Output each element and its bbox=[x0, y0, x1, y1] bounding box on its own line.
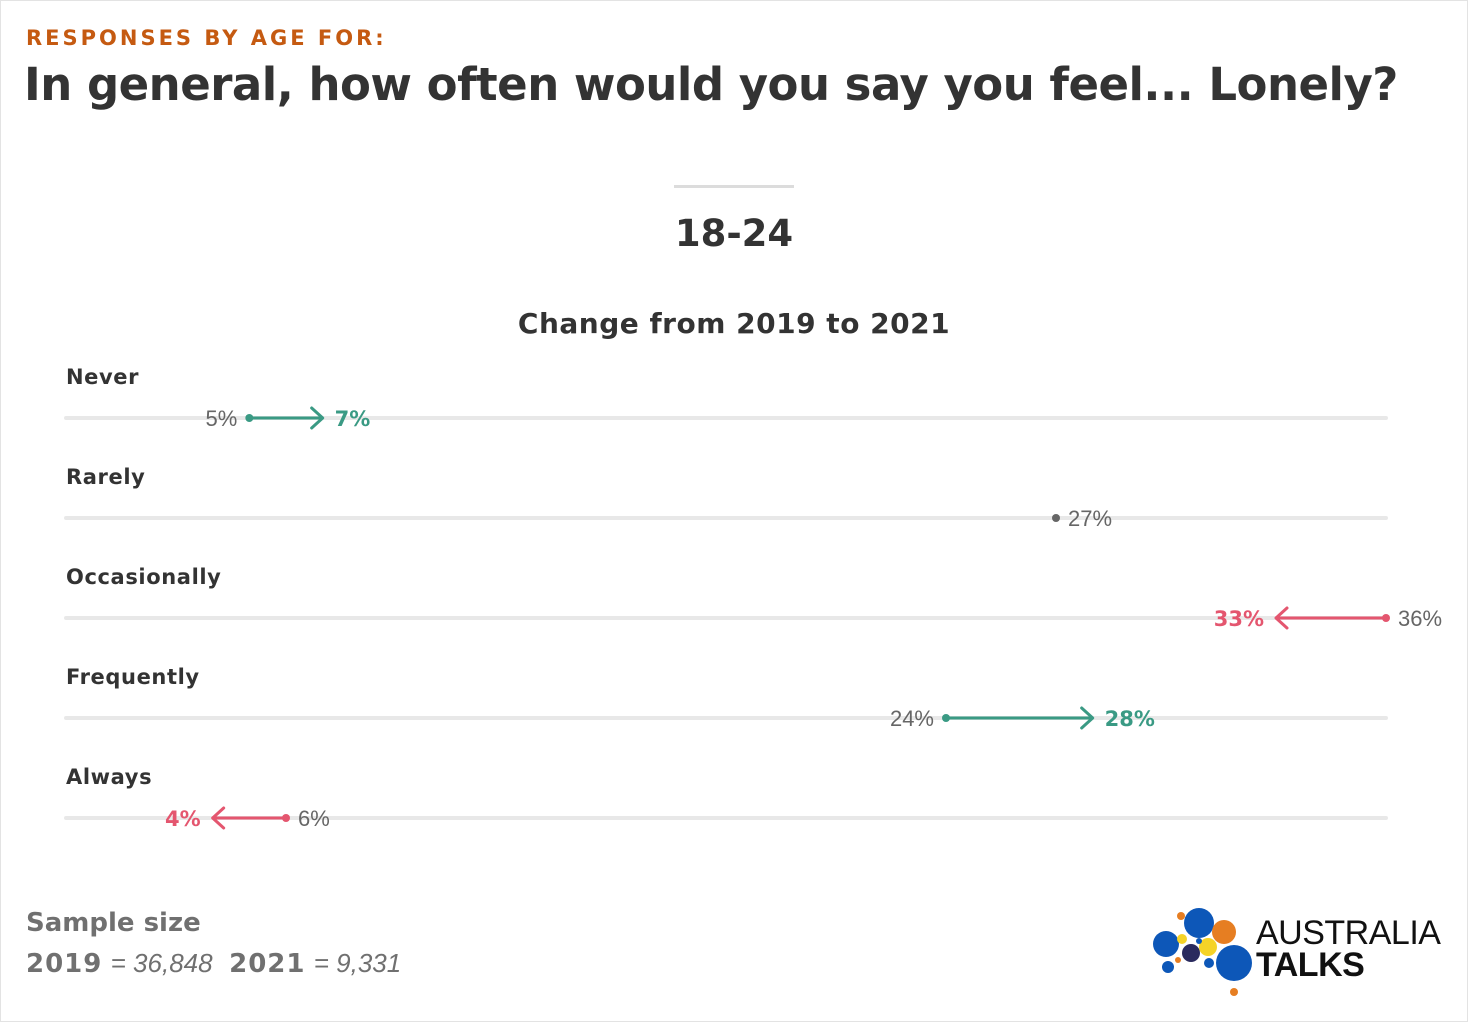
category-label-frequently: Frequently bbox=[66, 665, 200, 689]
arrowhead-occasionally bbox=[1274, 606, 1289, 630]
category-label-always: Always bbox=[66, 765, 152, 789]
sample-year-2021: 2021 bbox=[229, 949, 306, 979]
value-2021-frequently: 28% bbox=[1105, 707, 1155, 731]
value-2021-never: 7% bbox=[335, 407, 371, 431]
dot-2019-never bbox=[245, 414, 254, 422]
dot-2019-always bbox=[282, 814, 290, 822]
sample-value-2019: = 36,848 bbox=[110, 948, 213, 978]
dot-2019-occasionally bbox=[1382, 614, 1390, 622]
arrowhead-frequently bbox=[1080, 706, 1095, 730]
arrowhead-always bbox=[211, 806, 226, 830]
logo-line-2: TALKS bbox=[1256, 946, 1365, 984]
category-label-rarely: Rarely bbox=[66, 465, 145, 489]
chart-subtitle: Change from 2019 to 2021 bbox=[517, 307, 951, 340]
value-2019-rarely: 27% bbox=[1068, 506, 1112, 531]
category-label-never: Never bbox=[66, 365, 139, 389]
logo-dots-icon bbox=[1153, 908, 1252, 996]
title-divider bbox=[674, 185, 794, 188]
sample-year-2019: 2019 bbox=[26, 949, 103, 979]
value-2021-occasionally: 33% bbox=[1214, 607, 1264, 631]
australia-talks-logo: AUSTRALIA TALKS bbox=[1150, 905, 1450, 1000]
logo-wordmark: AUSTRALIA TALKS bbox=[1256, 914, 1441, 984]
value-2019-never: 5% bbox=[206, 406, 238, 431]
sample-size-title: Sample size bbox=[26, 908, 201, 938]
logo-line-1: AUSTRALIA bbox=[1256, 914, 1441, 952]
arrowhead-never bbox=[310, 406, 325, 430]
value-2019-frequently: 24% bbox=[890, 706, 934, 731]
dot-2019-rarely bbox=[1052, 514, 1060, 522]
category-label-occasionally: Occasionally bbox=[66, 565, 221, 589]
value-2021-always: 4% bbox=[165, 807, 201, 831]
sample-value-2021: = 9,331 bbox=[313, 948, 402, 978]
chart-headline: In general, how often would you say you … bbox=[24, 58, 1398, 111]
sample-size-values: 2019 = 36,848 2021 = 9,331 bbox=[26, 948, 401, 979]
age-group-title: 18-24 bbox=[674, 212, 794, 255]
chart-kicker: RESPONSES BY AGE FOR: bbox=[26, 26, 387, 50]
value-2019-always: 6% bbox=[298, 806, 330, 831]
value-2019-occasionally: 36% bbox=[1398, 606, 1442, 631]
dot-2019-frequently bbox=[942, 714, 950, 722]
